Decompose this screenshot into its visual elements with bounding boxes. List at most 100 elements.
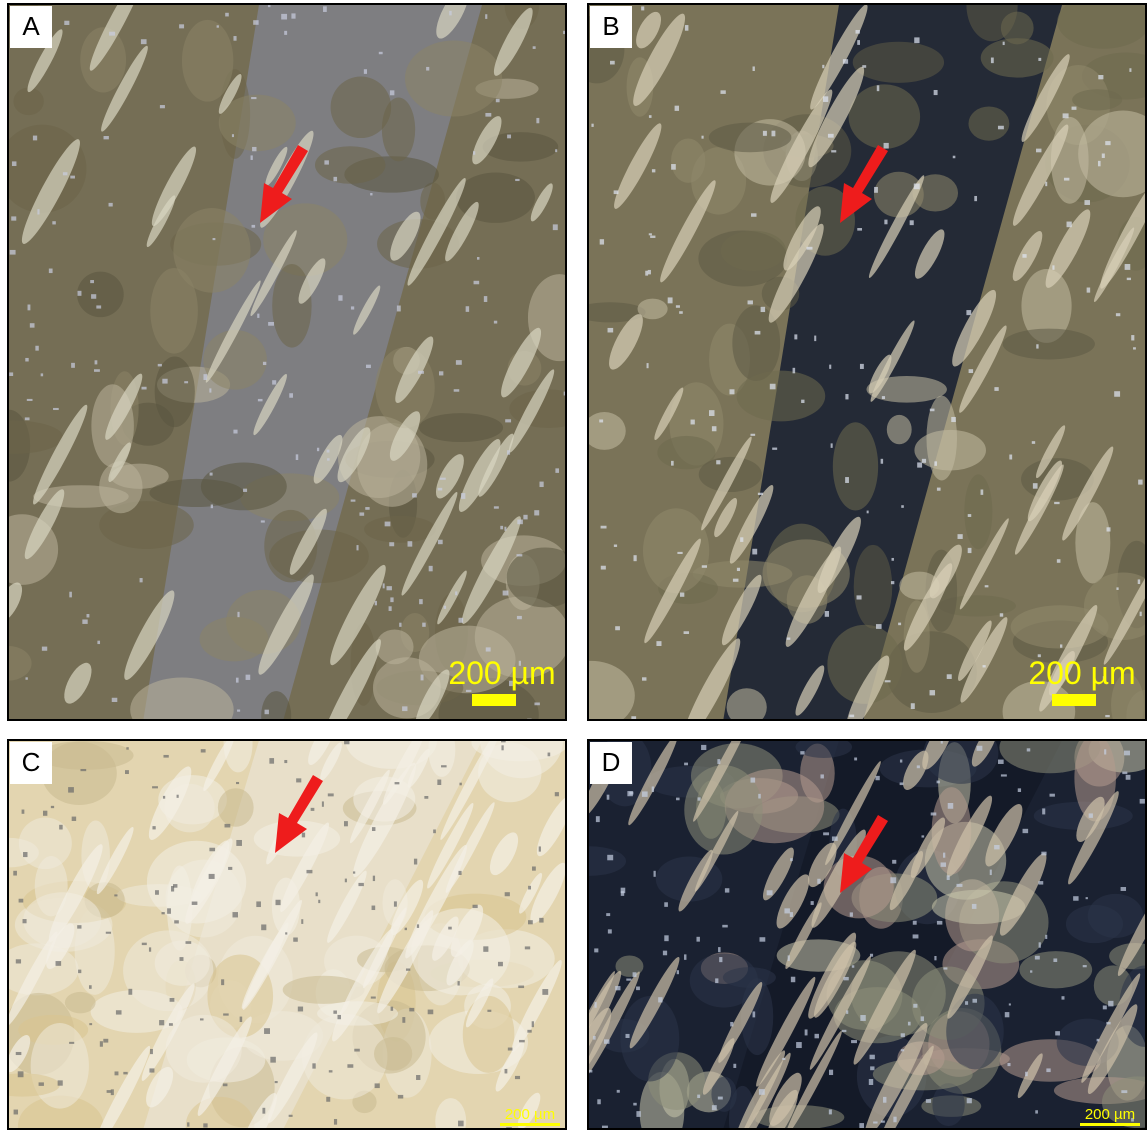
speck: [109, 203, 113, 207]
speck: [539, 846, 541, 851]
speck: [1033, 483, 1038, 489]
speck: [409, 1008, 414, 1012]
speck: [371, 997, 376, 999]
speck: [162, 912, 165, 914]
speck: [966, 310, 971, 315]
speck: [1107, 527, 1111, 531]
speck: [13, 871, 17, 876]
speck: [720, 90, 725, 94]
speck: [485, 14, 487, 19]
speck: [597, 1099, 600, 1104]
speck: [106, 932, 111, 934]
speck: [1064, 178, 1069, 181]
speck: [317, 448, 319, 451]
scale-bar: [472, 694, 516, 706]
speck: [473, 151, 475, 155]
speck: [1140, 799, 1145, 804]
speck: [947, 674, 952, 679]
speck: [240, 1017, 243, 1022]
grain: [31, 1023, 89, 1109]
speck: [885, 680, 891, 682]
speck: [691, 420, 695, 425]
speck: [1042, 808, 1045, 814]
speck: [417, 924, 419, 928]
speck: [553, 224, 558, 230]
speck: [504, 527, 506, 531]
speck: [501, 745, 503, 750]
speck: [525, 946, 530, 949]
speck: [1098, 161, 1101, 166]
speck: [16, 959, 21, 963]
speck: [43, 811, 47, 816]
speck: [405, 928, 407, 930]
speck: [439, 371, 443, 375]
grain: [1003, 329, 1095, 360]
grain: [203, 330, 267, 390]
speck: [184, 381, 188, 383]
speck: [251, 97, 256, 99]
speck: [89, 985, 92, 989]
speck: [817, 879, 820, 884]
speck: [555, 149, 557, 152]
speck: [391, 1007, 394, 1011]
speck: [484, 296, 487, 302]
speck: [675, 106, 679, 111]
speck: [873, 1121, 877, 1123]
grain: [315, 146, 385, 184]
speck: [1038, 881, 1043, 884]
speck: [542, 989, 548, 995]
speck: [862, 65, 866, 68]
speck: [636, 987, 640, 991]
speck: [913, 921, 917, 925]
speck: [854, 758, 857, 761]
speck: [262, 1108, 265, 1114]
speck: [913, 1004, 917, 1008]
speck: [901, 1033, 905, 1037]
speck: [508, 1048, 513, 1051]
panel-label: A: [22, 11, 40, 41]
speck: [379, 52, 383, 54]
speck: [892, 860, 896, 864]
speck: [291, 13, 295, 18]
speck: [900, 782, 904, 785]
speck: [9, 372, 13, 376]
speck: [671, 461, 674, 466]
speck: [1025, 1072, 1028, 1076]
speck: [807, 247, 813, 250]
speck: [555, 468, 559, 473]
speck: [926, 1099, 931, 1103]
speck: [740, 537, 743, 542]
speck: [608, 328, 614, 333]
grain: [926, 396, 957, 481]
speck: [931, 812, 937, 815]
speck: [701, 136, 703, 139]
speck: [539, 482, 543, 487]
speck: [284, 760, 287, 763]
speck: [25, 677, 27, 679]
speck: [751, 434, 756, 436]
speck: [649, 115, 652, 118]
speck: [109, 32, 115, 36]
speck: [548, 753, 551, 757]
speck: [500, 526, 503, 529]
speck: [770, 384, 776, 390]
speck: [268, 5, 270, 7]
speck: [788, 955, 790, 961]
speck: [437, 780, 441, 785]
speck: [697, 1095, 700, 1098]
speck: [414, 859, 417, 865]
grain: [964, 474, 992, 549]
speck: [402, 706, 407, 711]
speck: [943, 967, 947, 969]
speck: [140, 578, 143, 582]
speck: [268, 322, 274, 326]
speck: [253, 20, 258, 25]
speck: [284, 31, 287, 35]
speck: [796, 1042, 802, 1048]
speck: [487, 1010, 491, 1012]
speck: [103, 1039, 108, 1043]
speck: [217, 25, 219, 27]
speck: [25, 358, 28, 362]
speck: [375, 601, 377, 605]
speck: [412, 493, 417, 497]
